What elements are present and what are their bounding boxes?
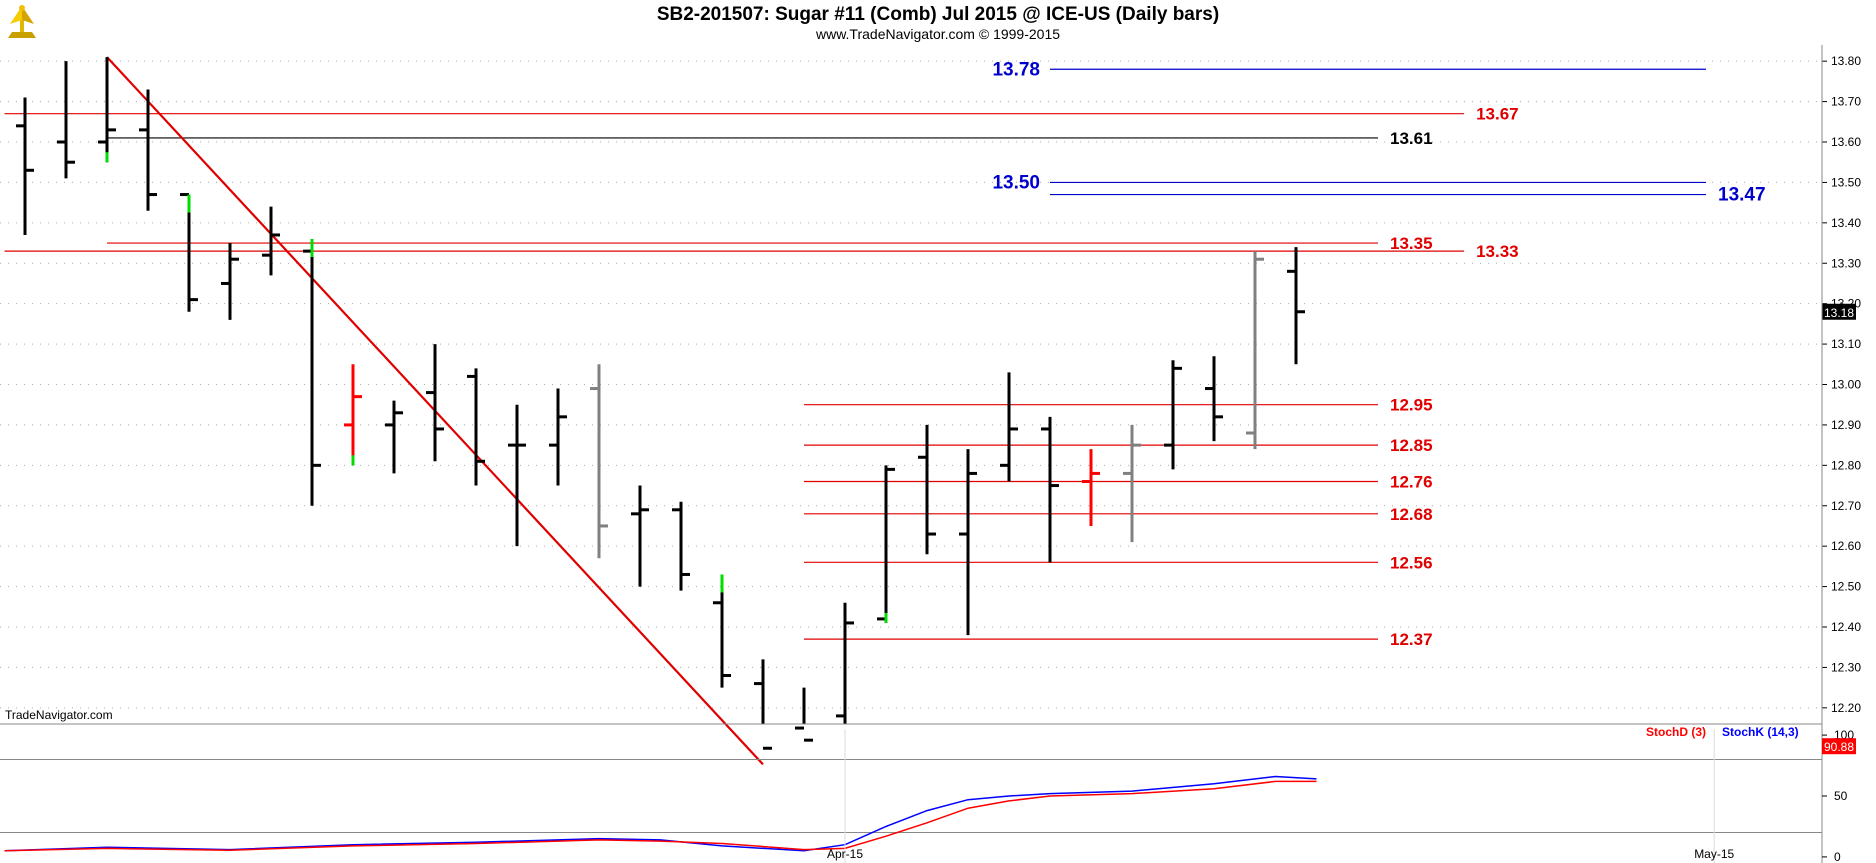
level-label-13.67: 13.67 (1476, 105, 1519, 124)
chart-subtitle: www.TradeNavigator.com © 1999-2015 (815, 26, 1061, 42)
price-bar (508, 404, 526, 547)
price-bar (262, 206, 280, 276)
level-label-12.76: 12.76 (1390, 473, 1433, 492)
trade-navigator-logo-icon (2, 2, 42, 42)
price-tick-label: 13.40 (1831, 216, 1861, 230)
price-levels: 13.78 13.67 13.61 13.50 13.47 13.35 13.33 12.95… (4, 59, 1766, 649)
level-label-12.95: 12.95 (1390, 396, 1433, 415)
price-bar (1000, 372, 1018, 482)
price-bar (631, 485, 649, 587)
stoch-last-label: 90.88 (1824, 740, 1854, 754)
price-bar (180, 193, 198, 312)
price-bar (713, 574, 731, 688)
level-label-13.33: 13.33 (1476, 242, 1519, 261)
level-label-13.47: 13.47 (1718, 185, 1766, 206)
price-bar (467, 368, 485, 486)
price-bar (221, 243, 239, 320)
price-bar (1287, 247, 1305, 365)
chart-header: SB2-201507: Sugar #11 (Comb) Jul 2015 @ … (0, 0, 1876, 45)
stochastic-panel (0, 758, 1822, 852)
last-price-box (1822, 303, 1856, 320)
price-bar (959, 449, 977, 636)
level-label-12.85: 12.85 (1390, 436, 1433, 455)
level-label-12.68: 12.68 (1390, 505, 1433, 524)
price-tick-label: 13.80 (1831, 54, 1861, 68)
price-bar (795, 687, 813, 742)
price-tick-label: 13.70 (1831, 95, 1861, 109)
price-bar (1246, 251, 1264, 450)
level-label-12.56: 12.56 (1390, 553, 1433, 572)
price-tick-label: 12.80 (1831, 458, 1861, 472)
level-label-12.37: 12.37 (1390, 630, 1433, 649)
price-bar (918, 424, 936, 555)
price-bars[interactable] (16, 57, 1305, 750)
price-bar (754, 659, 772, 750)
price-bar (836, 602, 854, 724)
price-tick-label: 12.70 (1831, 499, 1861, 513)
level-label-13.78: 13.78 (992, 59, 1040, 80)
watermark: TradeNavigator.com (5, 708, 113, 722)
price-tick-label: 13.10 (1831, 337, 1861, 351)
price-tick-label: 12.50 (1831, 580, 1861, 594)
price-bar (385, 400, 403, 474)
price-tick-label: 13.30 (1831, 256, 1861, 270)
level-label-13.61: 13.61 (1390, 129, 1433, 148)
stoch-tick-label: 50 (1834, 789, 1848, 803)
price-bar (303, 239, 321, 506)
price-bar (16, 97, 34, 235)
stoch-last-box (1822, 738, 1856, 755)
price-tick-label: 12.20 (1831, 701, 1861, 715)
price-tick-label: 13.00 (1831, 378, 1861, 392)
price-tick-label: 12.40 (1831, 620, 1861, 634)
price-axis: 13.8013.7013.6013.5013.4013.3013.2013.10… (1822, 54, 1861, 715)
price-bar (1123, 424, 1141, 543)
price-bar (877, 465, 895, 623)
level-label-13.50: 13.50 (992, 172, 1040, 193)
stoch-tick-label: 0 (1834, 850, 1841, 863)
legend-stochd: StochD (3) (1646, 725, 1706, 739)
price-bar (139, 89, 157, 211)
price-bar (1205, 356, 1223, 442)
price-tick-label: 12.30 (1831, 660, 1861, 674)
price-bar (57, 61, 75, 179)
level-label-13.35: 13.35 (1390, 234, 1433, 253)
legend-stochk: StochK (14,3) (1722, 725, 1799, 739)
price-tick-label: 13.50 (1831, 175, 1861, 189)
price-tick-label: 12.60 (1831, 539, 1861, 553)
price-tick-label: 12.90 (1831, 418, 1861, 432)
price-bar (1082, 449, 1100, 526)
price-bar (1041, 416, 1059, 563)
price-bar (426, 344, 444, 462)
last-price-label: 13.18 (1824, 306, 1854, 320)
price-bar (344, 364, 362, 466)
price-bar (98, 57, 116, 163)
date-label: Apr-15 (827, 847, 863, 861)
date-label: May-15 (1694, 847, 1734, 861)
price-bar (590, 364, 608, 559)
price-bar (672, 501, 690, 591)
price-bar (1164, 360, 1182, 470)
stoch-series-StochK (14,3) (4, 775, 1317, 852)
date-axis: Apr-15 May-15 (827, 729, 1735, 863)
price-tick-label: 13.60 (1831, 135, 1861, 149)
chart-title: SB2-201507: Sugar #11 (Comb) Jul 2015 @ … (656, 4, 1220, 25)
price-bar (549, 388, 567, 486)
